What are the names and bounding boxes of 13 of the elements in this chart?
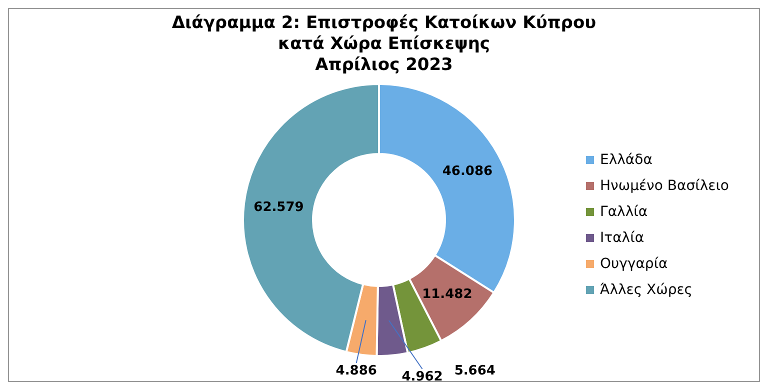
legend-label: Άλλες Χώρες [600,281,692,300]
legend-label: Γαλλία [600,203,648,222]
data-label: 11.482 [422,287,472,302]
data-label: 4.886 [336,364,377,378]
chart-title: Διάγραμμα 2: Επιστροφές Κατοίκων Κύπρου κατά Χώρα Επίσκεψης Απρίλιος 2023 [170,13,598,76]
legend-label: Ουγγαρία [600,255,668,274]
legend-label: Ελλάδα [600,151,652,170]
data-label: 4.962 [402,370,443,384]
legend-label: Ιταλία [600,229,644,248]
legend-label: Ηνωμένο Βασίλειο [600,177,729,196]
data-label: 62.579 [254,200,304,216]
data-label: 5.664 [454,364,496,378]
data-label: 46.086 [442,164,493,179]
